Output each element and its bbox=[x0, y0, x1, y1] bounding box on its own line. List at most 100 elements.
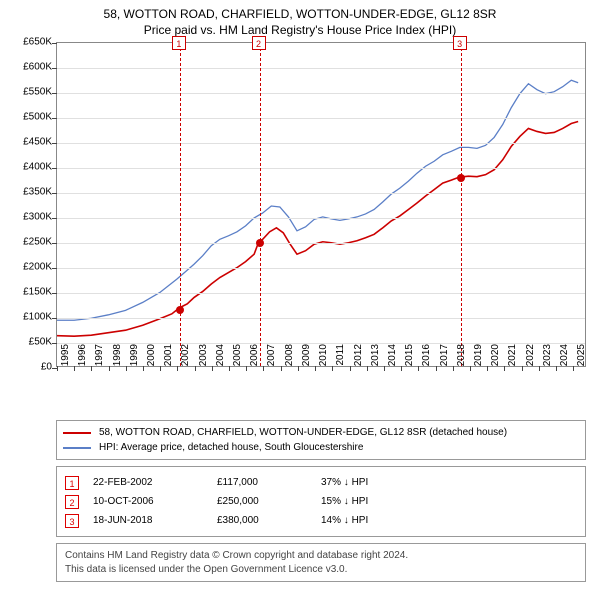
y-axis-label: £100K bbox=[8, 312, 52, 323]
x-tick bbox=[556, 366, 557, 371]
footer-box: Contains HM Land Registry data © Crown c… bbox=[56, 543, 586, 582]
y-tick bbox=[52, 68, 57, 69]
y-axis-label: £250K bbox=[8, 237, 52, 248]
x-tick bbox=[91, 366, 92, 371]
x-axis-label: 2003 bbox=[198, 344, 209, 374]
x-tick bbox=[418, 366, 419, 371]
x-axis-label: 2025 bbox=[576, 344, 587, 374]
gridline-h bbox=[57, 168, 585, 169]
x-tick bbox=[384, 366, 385, 371]
x-tick bbox=[315, 366, 316, 371]
legend-row: 58, WOTTON ROAD, CHARFIELD, WOTTON-UNDER… bbox=[63, 425, 579, 440]
x-axis-label: 2007 bbox=[266, 344, 277, 374]
sales-row: 122-FEB-2002£117,00037% ↓ HPI bbox=[65, 473, 577, 492]
x-axis-label: 1997 bbox=[94, 344, 105, 374]
sales-row-price: £250,000 bbox=[217, 492, 307, 511]
y-tick bbox=[52, 43, 57, 44]
x-axis-label: 2000 bbox=[146, 344, 157, 374]
title-line-1: 58, WOTTON ROAD, CHARFIELD, WOTTON-UNDER… bbox=[8, 6, 592, 22]
x-tick bbox=[143, 366, 144, 371]
x-axis-label: 2016 bbox=[421, 344, 432, 374]
gridline-h bbox=[57, 68, 585, 69]
sales-row-price: £380,000 bbox=[217, 511, 307, 530]
y-axis-label: £600K bbox=[8, 62, 52, 73]
series-line-property bbox=[57, 122, 578, 337]
sale-marker-box: 3 bbox=[453, 36, 467, 50]
x-axis-label: 2013 bbox=[370, 344, 381, 374]
x-tick bbox=[522, 366, 523, 371]
y-axis-label: £200K bbox=[8, 262, 52, 273]
title-block: 58, WOTTON ROAD, CHARFIELD, WOTTON-UNDER… bbox=[8, 6, 592, 38]
sale-dot bbox=[256, 239, 264, 247]
sale-dot bbox=[176, 306, 184, 314]
x-tick bbox=[298, 366, 299, 371]
gridline-h bbox=[57, 143, 585, 144]
x-axis-label: 2014 bbox=[387, 344, 398, 374]
x-axis-label: 2015 bbox=[404, 344, 415, 374]
legend-swatch bbox=[63, 432, 91, 434]
sale-marker-line bbox=[260, 43, 261, 366]
x-tick bbox=[212, 366, 213, 371]
sale-marker-box: 2 bbox=[252, 36, 266, 50]
x-tick bbox=[367, 366, 368, 371]
x-tick bbox=[177, 366, 178, 371]
legend-swatch bbox=[63, 447, 91, 449]
y-axis-label: £350K bbox=[8, 187, 52, 198]
x-axis-label: 2001 bbox=[163, 344, 174, 374]
gridline-h bbox=[57, 118, 585, 119]
x-axis-label: 1999 bbox=[129, 344, 140, 374]
x-axis-label: 2008 bbox=[284, 344, 295, 374]
x-axis-label: 2017 bbox=[439, 344, 450, 374]
x-axis-label: 2011 bbox=[335, 344, 346, 374]
x-axis-label: 2018 bbox=[456, 344, 467, 374]
y-axis-label: £300K bbox=[8, 212, 52, 223]
y-tick bbox=[52, 193, 57, 194]
x-axis-label: 2023 bbox=[542, 344, 553, 374]
y-axis-label: £550K bbox=[8, 87, 52, 98]
x-axis-label: 2019 bbox=[473, 344, 484, 374]
sales-row-number: 3 bbox=[65, 514, 79, 528]
sales-row-delta: 15% ↓ HPI bbox=[321, 492, 577, 511]
x-tick bbox=[126, 366, 127, 371]
x-tick bbox=[573, 366, 574, 371]
x-tick bbox=[539, 366, 540, 371]
sale-dot bbox=[457, 174, 465, 182]
gridline-h bbox=[57, 268, 585, 269]
legend-row: HPI: Average price, detached house, Sout… bbox=[63, 440, 579, 455]
x-axis-label: 2010 bbox=[318, 344, 329, 374]
sales-row-date: 18-JUN-2018 bbox=[93, 511, 203, 530]
x-tick bbox=[195, 366, 196, 371]
y-tick bbox=[52, 343, 57, 344]
x-axis-label: 2006 bbox=[249, 344, 260, 374]
sales-row-delta: 37% ↓ HPI bbox=[321, 473, 577, 492]
chart-container: 58, WOTTON ROAD, CHARFIELD, WOTTON-UNDER… bbox=[0, 0, 600, 590]
x-tick bbox=[436, 366, 437, 371]
x-tick bbox=[160, 366, 161, 371]
legend-label: HPI: Average price, detached house, Sout… bbox=[99, 440, 363, 455]
sales-row-date: 10-OCT-2006 bbox=[93, 492, 203, 511]
sales-row-number: 1 bbox=[65, 476, 79, 490]
x-axis-label: 2012 bbox=[353, 344, 364, 374]
series-line-hpi bbox=[57, 81, 578, 321]
y-axis-label: £0 bbox=[8, 362, 52, 373]
x-axis-label: 2004 bbox=[215, 344, 226, 374]
x-axis-label: 1998 bbox=[112, 344, 123, 374]
x-axis-label: 2020 bbox=[490, 344, 501, 374]
x-tick bbox=[74, 366, 75, 371]
gridline-h bbox=[57, 293, 585, 294]
x-tick bbox=[229, 366, 230, 371]
y-tick bbox=[52, 168, 57, 169]
sales-row-date: 22-FEB-2002 bbox=[93, 473, 203, 492]
sale-marker-line bbox=[461, 43, 462, 366]
x-tick bbox=[470, 366, 471, 371]
gridline-h bbox=[57, 218, 585, 219]
y-tick bbox=[52, 218, 57, 219]
y-axis-label: £400K bbox=[8, 162, 52, 173]
gridline-h bbox=[57, 318, 585, 319]
x-tick bbox=[504, 366, 505, 371]
x-tick bbox=[109, 366, 110, 371]
sale-marker-box: 1 bbox=[172, 36, 186, 50]
sales-row: 318-JUN-2018£380,00014% ↓ HPI bbox=[65, 511, 577, 530]
legend-label: 58, WOTTON ROAD, CHARFIELD, WOTTON-UNDER… bbox=[99, 425, 507, 440]
footer-line-2: This data is licensed under the Open Gov… bbox=[65, 563, 577, 577]
